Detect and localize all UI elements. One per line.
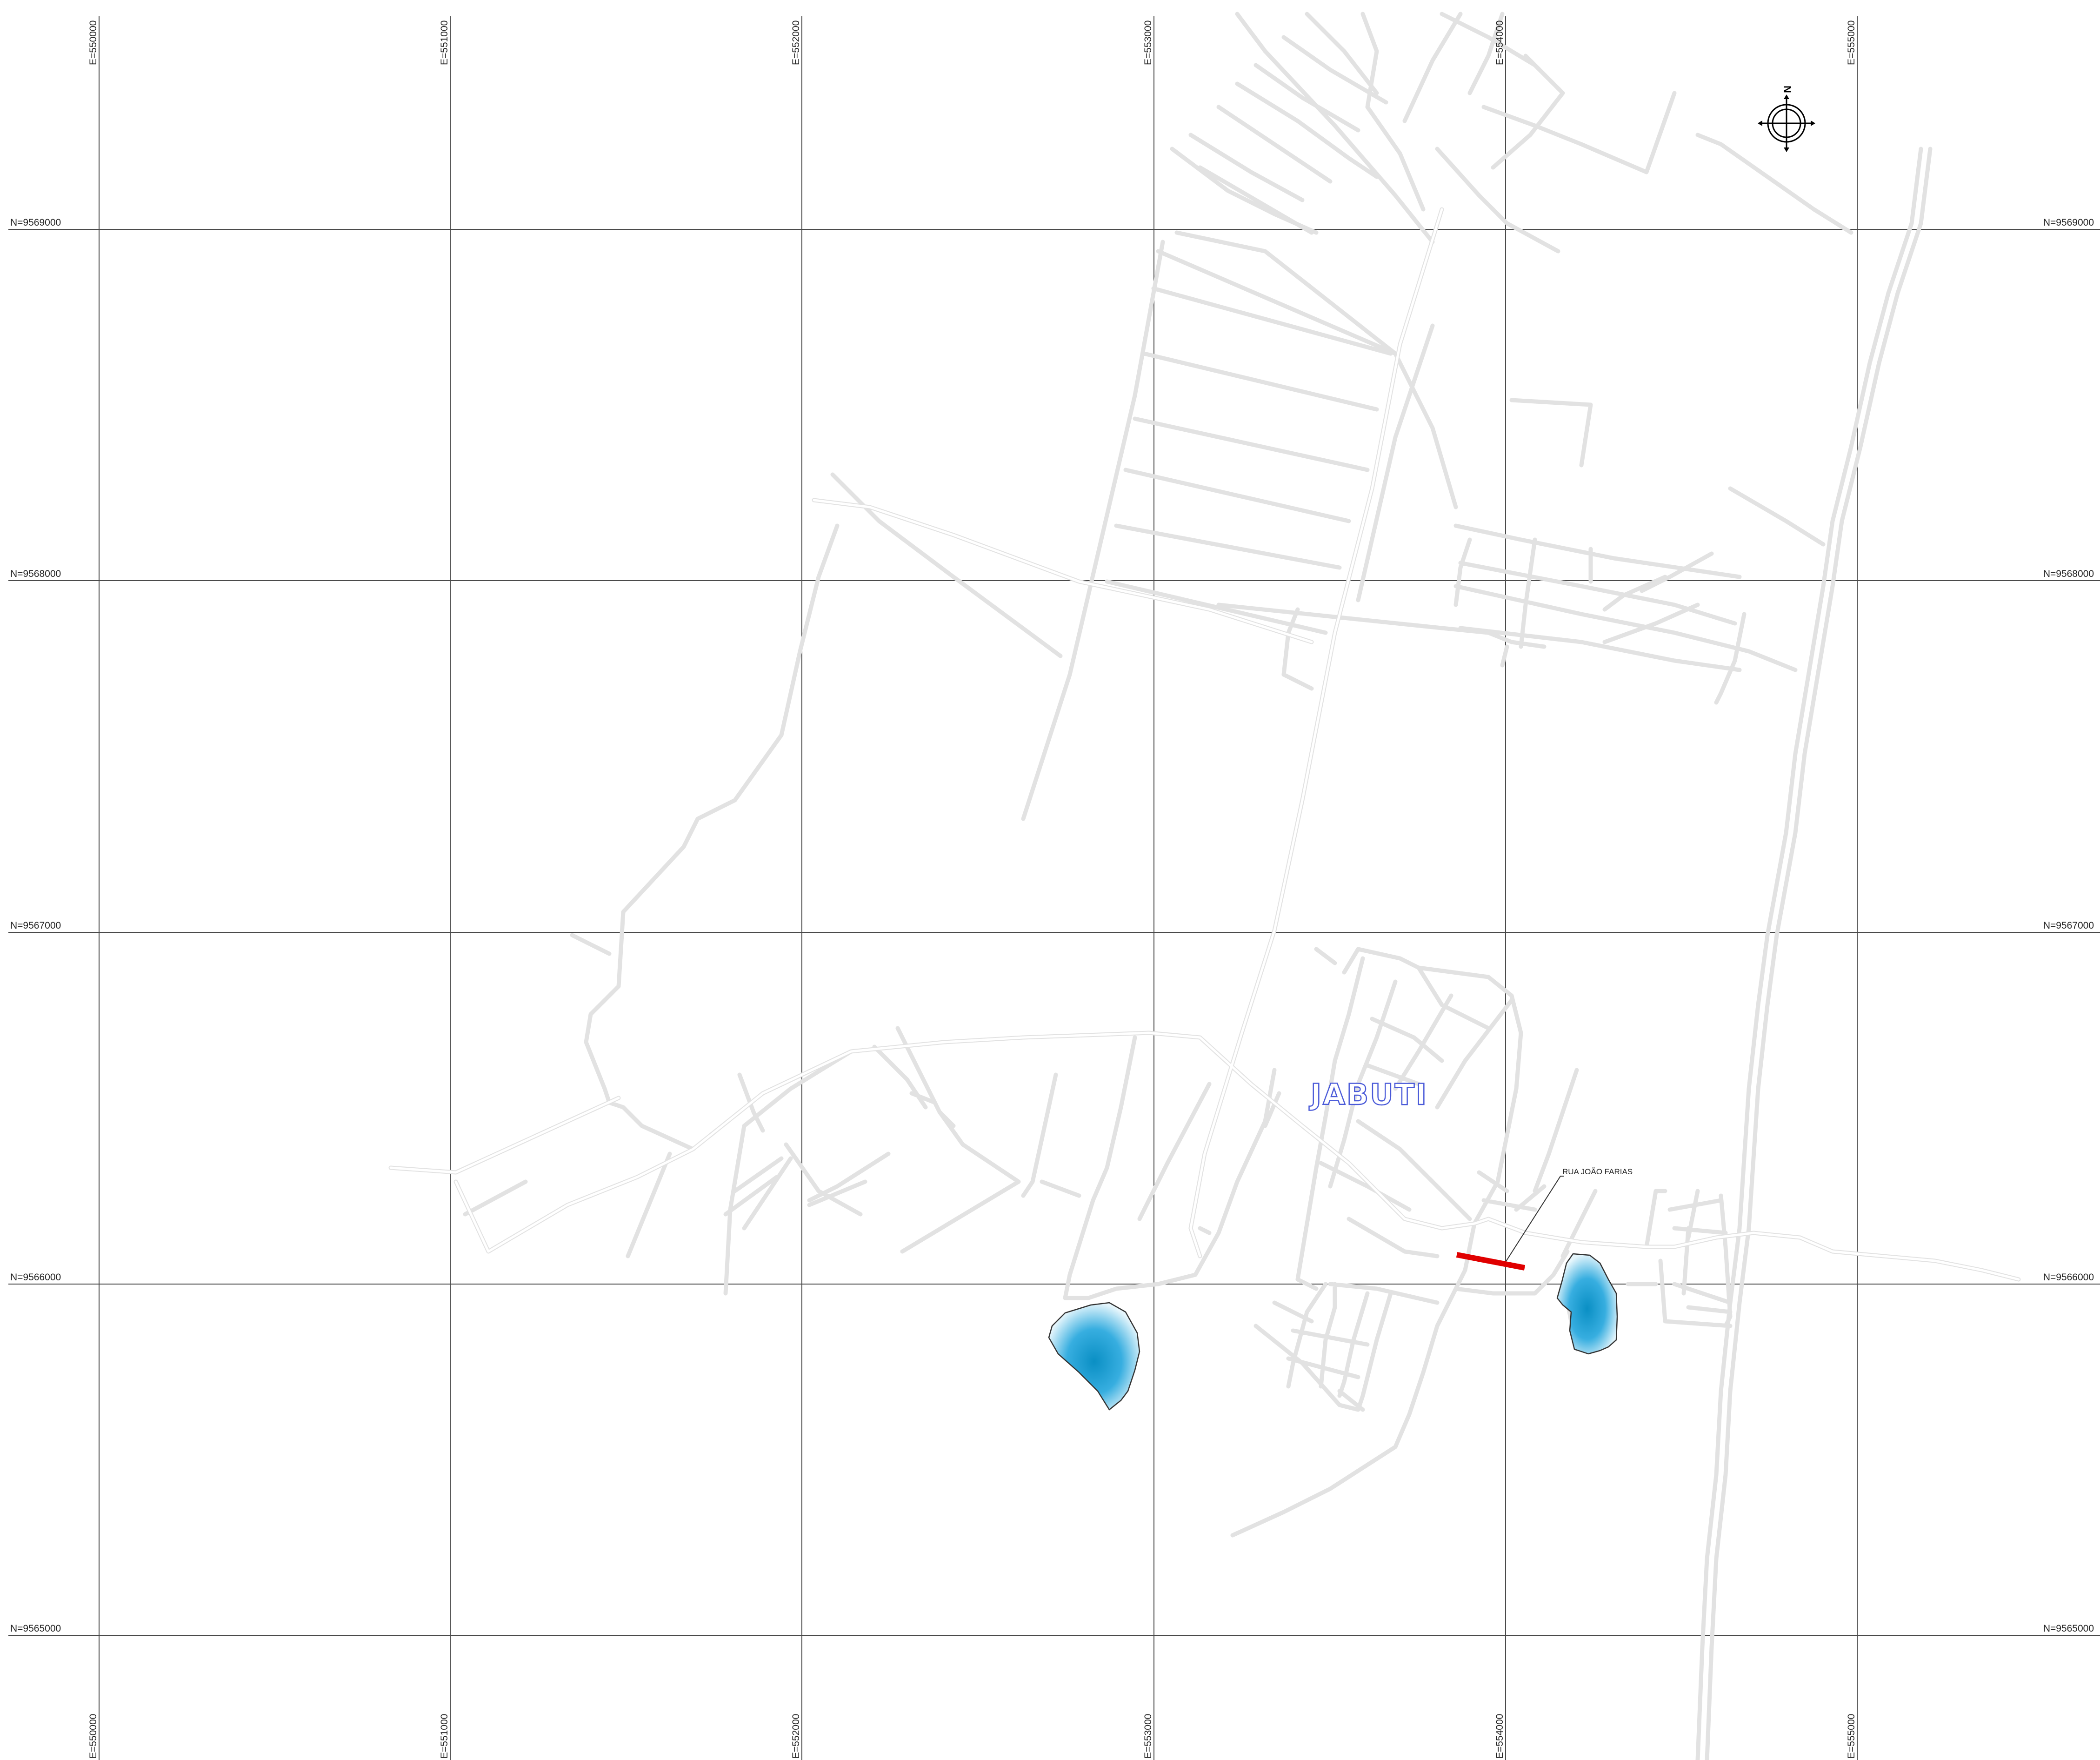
street-label-leader bbox=[1506, 1176, 1564, 1262]
northing-label: N=9568000 bbox=[2043, 569, 2094, 579]
northing-label: N=9565000 bbox=[2043, 1623, 2094, 1634]
easting-label: E=555000 bbox=[1846, 20, 1857, 65]
easting-label: E=552000 bbox=[791, 1714, 801, 1759]
northing-label: N=9568000 bbox=[10, 569, 61, 579]
northing-label: N=9569000 bbox=[2043, 217, 2094, 228]
easting-label: E=550000 bbox=[88, 1714, 99, 1759]
easting-label: E=554000 bbox=[1494, 20, 1505, 65]
northing-label: N=9569000 bbox=[10, 217, 61, 228]
street-label: RUA JOÃO FARIAS bbox=[1562, 1167, 1633, 1176]
easting-label: E=550000 bbox=[88, 20, 99, 65]
easting-label: E=551000 bbox=[439, 20, 450, 65]
coordinate-grid bbox=[8, 16, 2100, 1760]
northing-label: N=9565000 bbox=[10, 1623, 61, 1634]
easting-label: E=553000 bbox=[1143, 20, 1153, 65]
easting-label: E=552000 bbox=[791, 20, 801, 65]
northing-label: N=9566000 bbox=[2043, 1272, 2094, 1283]
compass-north-arrow-icon: N bbox=[1758, 86, 1815, 152]
water-bodies bbox=[1048, 1253, 1618, 1411]
road-network bbox=[388, 12, 2021, 1760]
easting-labels-bottom: E=550000 E=551000 E=552000 E=553000 E=55… bbox=[88, 1714, 1857, 1759]
northing-labels-left: N=9569000 N=9568000 N=9567000 N=9566000 … bbox=[10, 217, 61, 1634]
northing-label: N=9566000 bbox=[10, 1272, 61, 1283]
easting-label: E=551000 bbox=[439, 1714, 450, 1759]
easting-label: E=555000 bbox=[1846, 1714, 1857, 1759]
place-name-label: JABUTI bbox=[1309, 1077, 1428, 1111]
easting-label: E=554000 bbox=[1494, 1714, 1505, 1759]
svg-text:N: N bbox=[1781, 86, 1793, 93]
northing-label: N=9567000 bbox=[10, 920, 61, 931]
northing-labels-right: N=9569000 N=9568000 N=9567000 N=9566000 … bbox=[2043, 217, 2094, 1634]
lagoon-east bbox=[1556, 1253, 1618, 1355]
easting-labels-top: E=550000 E=551000 E=552000 E=553000 E=55… bbox=[88, 20, 1857, 65]
easting-label: E=553000 bbox=[1143, 1714, 1153, 1759]
northing-label: N=9567000 bbox=[2043, 920, 2094, 931]
highlighted-street bbox=[1456, 1252, 1526, 1271]
lagoon-west bbox=[1048, 1302, 1140, 1411]
